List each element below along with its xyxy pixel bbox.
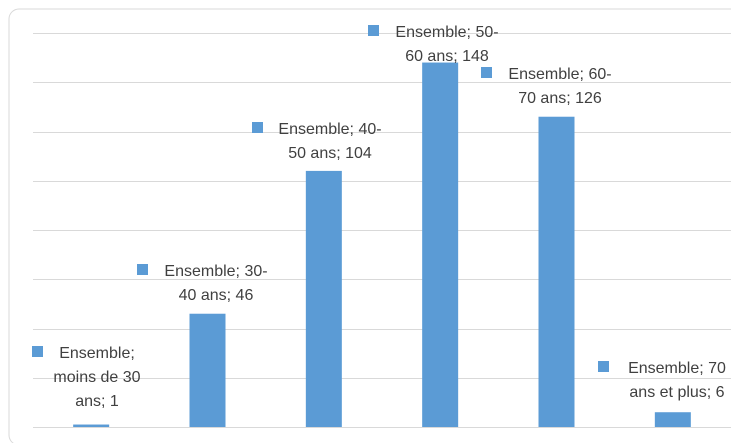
bar-50-60-ans bbox=[422, 62, 459, 428]
data-label-marker-5 bbox=[598, 361, 609, 372]
data-label-5-line-0: Ensemble; 70 bbox=[628, 360, 726, 377]
data-label-4-line-0: Ensemble; 60- bbox=[508, 66, 611, 83]
bar-70-ans-et-plus bbox=[654, 412, 691, 427]
data-label-0-line-1: moins de 30 bbox=[53, 369, 140, 386]
data-label-2-line-0: Ensemble; 40- bbox=[278, 121, 381, 138]
data-label-marker-3 bbox=[368, 25, 379, 36]
data-label-0-line-0: Ensemble; bbox=[59, 345, 135, 362]
bar-60-70-ans bbox=[538, 116, 575, 427]
data-label-3-line-0: Ensemble; 50- bbox=[395, 24, 498, 41]
data-label-marker-0 bbox=[32, 346, 43, 357]
bar-moins-de-30-ans bbox=[73, 424, 110, 427]
bar-40-50-ans bbox=[305, 170, 342, 427]
data-label-marker-2 bbox=[252, 122, 263, 133]
data-label-1-line-1: 40 ans; 46 bbox=[179, 287, 254, 304]
data-label-marker-4 bbox=[481, 67, 492, 78]
data-label-4-line-1: 70 ans; 126 bbox=[518, 90, 602, 107]
data-label-0-line-2: ans; 1 bbox=[75, 393, 119, 410]
data-label-1-line-0: Ensemble; 30- bbox=[164, 263, 267, 280]
data-label-2-line-1: 50 ans; 104 bbox=[288, 145, 372, 162]
bar-30-40-ans bbox=[189, 313, 226, 427]
data-label-marker-1 bbox=[137, 264, 148, 275]
data-label-3-line-1: 60 ans; 148 bbox=[405, 48, 489, 65]
data-label-5-line-1: ans et plus; 6 bbox=[629, 384, 724, 401]
